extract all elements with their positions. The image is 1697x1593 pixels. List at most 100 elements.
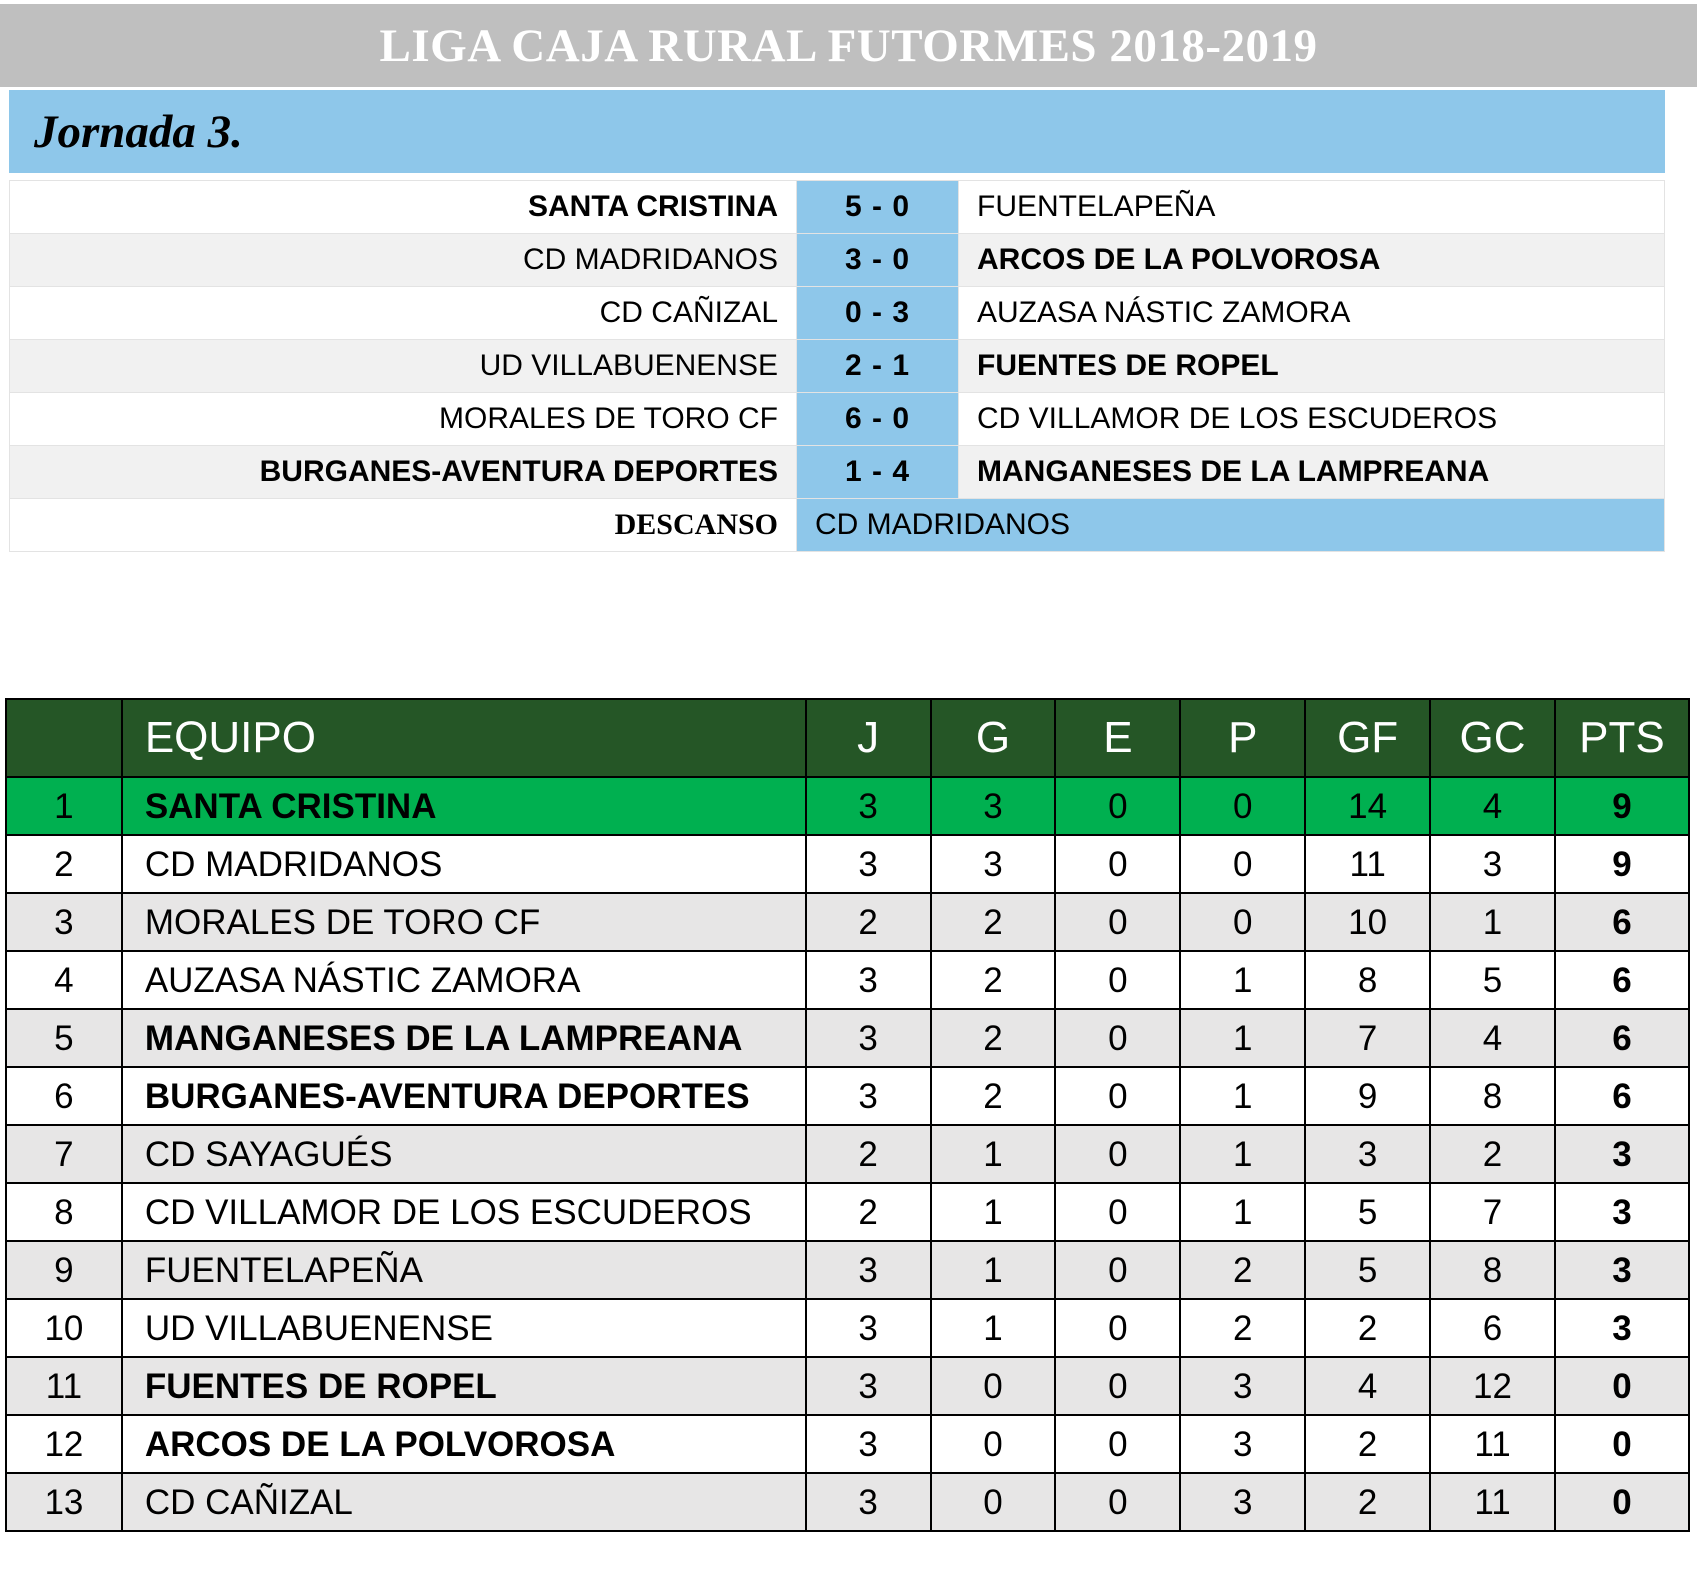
standings-drawn: 0 xyxy=(1054,834,1182,894)
match-score: 2 - 1 xyxy=(796,339,959,393)
standings-played: 3 xyxy=(804,1356,932,1416)
standings-rank: 11 xyxy=(5,1356,123,1416)
match-row: CD CAÑIZAL 0 - 3 AUZASA NÁSTIC ZAMORA xyxy=(9,286,1665,340)
match-score: 0 - 3 xyxy=(796,286,959,340)
header-rank xyxy=(5,698,123,778)
standings-goals-against: 2 xyxy=(1429,1124,1556,1184)
standings-won: 1 xyxy=(929,1298,1057,1358)
standings-row: 9 FUENTELAPEÑA 3 1 0 2 5 8 3 xyxy=(5,1240,1691,1300)
standings-row: 4 AUZASA NÁSTIC ZAMORA 3 2 0 1 8 5 6 xyxy=(5,950,1691,1010)
standings-goals-for: 5 xyxy=(1304,1182,1432,1242)
standings-played: 2 xyxy=(804,1182,932,1242)
header-drawn: E xyxy=(1054,698,1182,778)
match-score: 1 - 4 xyxy=(796,445,959,499)
standings-lost: 2 xyxy=(1179,1240,1307,1300)
standings-row: 5 MANGANESES DE LA LAMPREANA 3 2 0 1 7 4 6 xyxy=(5,1008,1691,1068)
standings-drawn: 0 xyxy=(1054,1240,1182,1300)
match-row: MORALES DE TORO CF 6 - 0 CD VILLAMOR DE LO… xyxy=(9,392,1665,446)
match-away-team: FUENTES DE ROPEL xyxy=(958,339,1665,393)
standings-played: 3 xyxy=(804,834,932,894)
standings-drawn: 0 xyxy=(1054,1124,1182,1184)
standings-lost: 1 xyxy=(1179,1008,1307,1068)
standings-points: 3 xyxy=(1553,1240,1691,1300)
standings-goals-for: 5 xyxy=(1304,1240,1432,1300)
standings-points: 6 xyxy=(1553,892,1691,952)
standings-won: 2 xyxy=(929,1066,1057,1126)
standings-points: 9 xyxy=(1553,776,1691,836)
standings-lost: 3 xyxy=(1179,1472,1307,1532)
match-away-team: FUENTELAPEÑA xyxy=(958,180,1665,234)
standings-team-name: BURGANES-AVENTURA DEPORTES xyxy=(120,1066,807,1126)
standings-points: 0 xyxy=(1553,1472,1691,1532)
standings-drawn: 0 xyxy=(1054,950,1182,1010)
standings-team-name: CD MADRIDANOS xyxy=(120,834,807,894)
standings-won: 0 xyxy=(929,1472,1057,1532)
standings-team-name: MORALES DE TORO CF xyxy=(120,892,807,952)
standings-won: 2 xyxy=(929,950,1057,1010)
standings-goals-for: 9 xyxy=(1304,1066,1432,1126)
standings-row: 13 CD CAÑIZAL 3 0 0 3 2 11 0 xyxy=(5,1472,1691,1532)
match-score: 6 - 0 xyxy=(796,392,959,446)
standings-won: 3 xyxy=(929,776,1057,836)
standings-goals-for: 10 xyxy=(1304,892,1432,952)
rest-label: DESCANSO xyxy=(9,498,797,552)
standings-drawn: 0 xyxy=(1054,1298,1182,1358)
standings-played: 3 xyxy=(804,1008,932,1068)
standings-points: 6 xyxy=(1553,1008,1691,1068)
matches-table: SANTA CRISTINA 5 - 0 FUENTELAPEÑA CD MADRID… xyxy=(9,180,1665,552)
standings-lost: 1 xyxy=(1179,950,1307,1010)
standings-rank: 10 xyxy=(5,1298,123,1358)
standings-won: 1 xyxy=(929,1124,1057,1184)
standings-goals-for: 2 xyxy=(1304,1414,1432,1474)
standings-lost: 1 xyxy=(1179,1066,1307,1126)
match-score: 3 - 0 xyxy=(796,233,959,287)
standings-points: 0 xyxy=(1553,1356,1691,1416)
standings-row: 11 FUENTES DE ROPEL 3 0 0 3 4 12 0 xyxy=(5,1356,1691,1416)
standings-won: 2 xyxy=(929,1008,1057,1068)
standings-team-name: UD VILLABUENENSE xyxy=(120,1298,807,1358)
standings-goals-against: 12 xyxy=(1429,1356,1556,1416)
standings-drawn: 0 xyxy=(1054,1182,1182,1242)
standings-goals-for: 7 xyxy=(1304,1008,1432,1068)
standings-lost: 2 xyxy=(1179,1298,1307,1358)
standings-won: 1 xyxy=(929,1182,1057,1242)
standings-team-name: FUENTES DE ROPEL xyxy=(120,1356,807,1416)
standings-row: 8 CD VILLAMOR DE LOS ESCUDEROS 2 1 0 1 5 7 3 xyxy=(5,1182,1691,1242)
standings-goals-for: 2 xyxy=(1304,1472,1432,1532)
standings-goals-for: 8 xyxy=(1304,950,1432,1010)
match-score: 5 - 0 xyxy=(796,180,959,234)
standings-lost: 1 xyxy=(1179,1124,1307,1184)
standings-goals-for: 11 xyxy=(1304,834,1432,894)
match-away-team: CD VILLAMOR DE LOS ESCUDEROS xyxy=(958,392,1665,446)
match-row: BURGANES-AVENTURA DEPORTES 1 - 4 MANGANESE… xyxy=(9,445,1665,499)
standings-rank: 6 xyxy=(5,1066,123,1126)
match-away-team: MANGANESES DE LA LAMPREANA xyxy=(958,445,1665,499)
standings-rank: 13 xyxy=(5,1472,123,1532)
standings-row: 2 CD MADRIDANOS 3 3 0 0 11 3 9 xyxy=(5,834,1691,894)
standings-row: 12 ARCOS DE LA POLVOROSA 3 0 0 3 2 11 0 xyxy=(5,1414,1691,1474)
standings-goals-for: 4 xyxy=(1304,1356,1432,1416)
standings-goals-against: 5 xyxy=(1429,950,1556,1010)
standings-lost: 0 xyxy=(1179,776,1307,836)
standings-played: 3 xyxy=(804,1298,932,1358)
standings-goals-for: 14 xyxy=(1304,776,1432,836)
standings-table: EQUIPO J G E P GF GC PTS 1 SANTA CRISTINA… xyxy=(5,698,1691,1532)
standings-points: 3 xyxy=(1553,1124,1691,1184)
match-home-team: MORALES DE TORO CF xyxy=(9,392,797,446)
standings-team-name: MANGANESES DE LA LAMPREANA xyxy=(120,1008,807,1068)
standings-goals-against: 8 xyxy=(1429,1066,1556,1126)
league-banner: LIGA CAJA RURAL FUTORMES 2018-2019 xyxy=(0,4,1697,87)
standings-goals-against: 6 xyxy=(1429,1298,1556,1358)
match-home-team: CD CAÑIZAL xyxy=(9,286,797,340)
standings-played: 3 xyxy=(804,1414,932,1474)
standings-played: 3 xyxy=(804,950,932,1010)
standings-points: 3 xyxy=(1553,1182,1691,1242)
standings-rank: 3 xyxy=(5,892,123,952)
standings-rank: 5 xyxy=(5,1008,123,1068)
match-home-team: UD VILLABUENENSE xyxy=(9,339,797,393)
standings-lost: 0 xyxy=(1179,892,1307,952)
standings-team-name: CD SAYAGUÉS xyxy=(120,1124,807,1184)
standings-team-name: CD VILLAMOR DE LOS ESCUDEROS xyxy=(120,1182,807,1242)
rest-team: CD MADRIDANOS xyxy=(796,498,1665,552)
standings-goals-for: 2 xyxy=(1304,1298,1432,1358)
